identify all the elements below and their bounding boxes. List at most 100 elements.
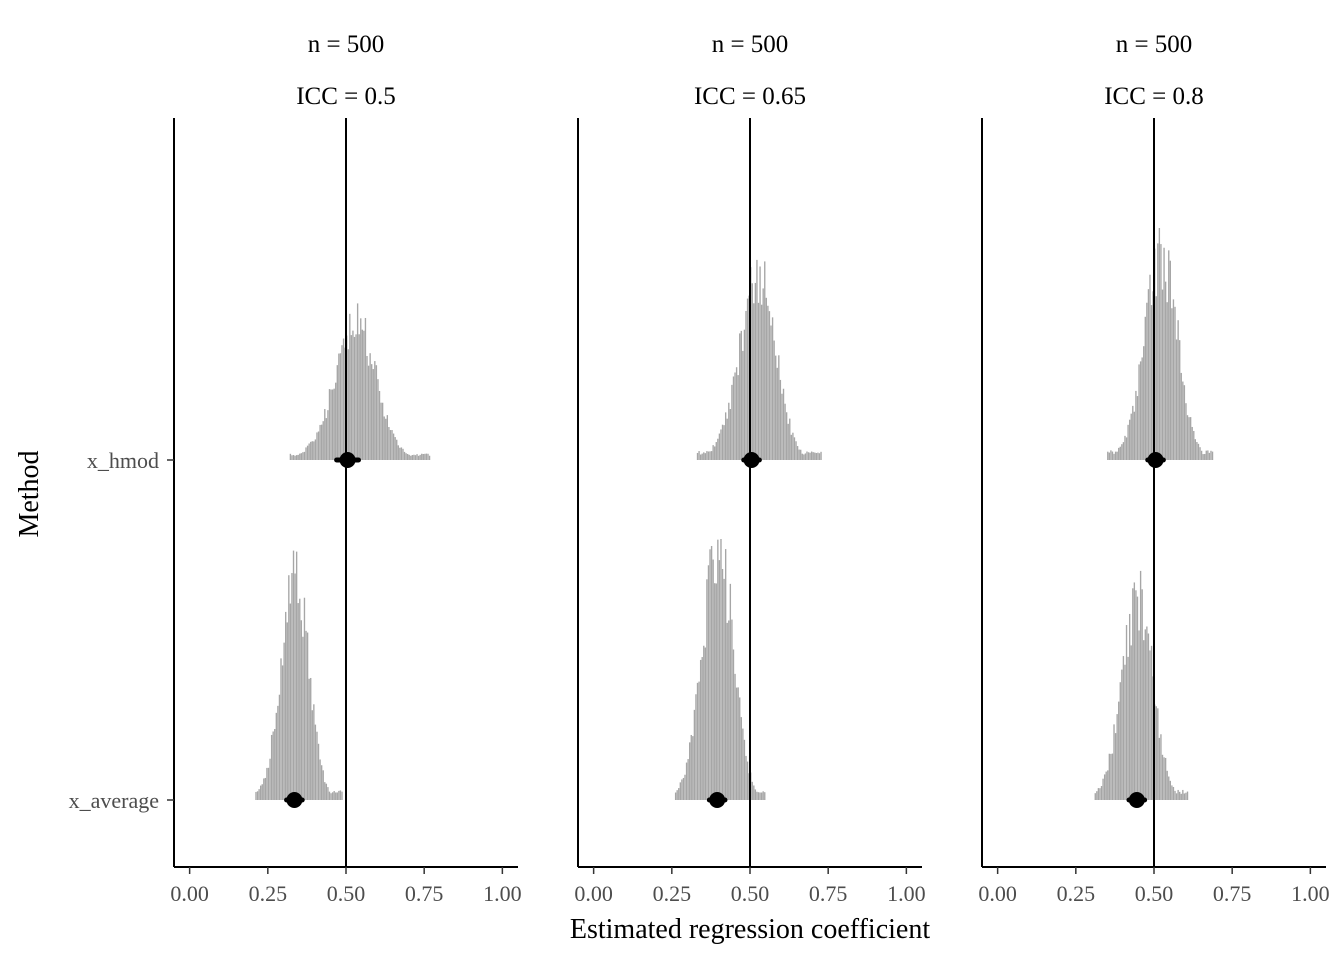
histogram-bar <box>385 418 387 460</box>
histogram-bar <box>281 665 284 800</box>
histogram-bar <box>424 453 426 460</box>
histogram-bar <box>710 451 713 460</box>
histogram-bar <box>389 430 392 460</box>
histogram-bar <box>320 765 323 800</box>
histogram-bar <box>275 712 277 800</box>
histogram-bar <box>286 622 288 800</box>
histogram-bar <box>1182 381 1184 460</box>
histogram-bar <box>396 439 398 460</box>
histogram-bar <box>696 682 699 800</box>
histogram-bar <box>732 376 735 460</box>
histogram-bar <box>1150 645 1153 800</box>
histogram-bar <box>723 425 725 460</box>
histogram-bar <box>1177 789 1179 800</box>
histogram-bar <box>1166 770 1168 800</box>
histogram-bar <box>792 432 794 460</box>
histogram-bar <box>1144 629 1146 800</box>
histogram-bar <box>756 791 758 800</box>
histogram-bar <box>414 455 417 460</box>
histogram-bar <box>1128 613 1131 800</box>
histogram-bar <box>687 759 689 800</box>
histogram-bar <box>1103 774 1106 800</box>
histogram-bar <box>781 393 783 460</box>
histogram-bar <box>258 789 260 800</box>
histogram-bar <box>358 334 360 460</box>
histogram-bar <box>317 431 320 460</box>
histogram-bar <box>678 788 680 800</box>
histogram-bar <box>1185 403 1187 460</box>
histogram-bar <box>1177 320 1179 460</box>
histogram-bar <box>723 578 725 800</box>
histogram-bar <box>283 642 285 800</box>
histogram-bar <box>717 438 719 460</box>
histogram-bar <box>335 382 337 460</box>
histogram-bar <box>336 792 338 800</box>
histogram-bar <box>773 340 775 460</box>
histogram-x_average <box>674 539 766 800</box>
histogram-bar <box>1163 757 1165 800</box>
histogram-bar <box>402 448 404 460</box>
histogram-bar <box>1197 443 1200 460</box>
histogram-bar <box>316 731 318 800</box>
histogram-bar <box>1136 396 1139 460</box>
histogram-bar <box>264 777 267 800</box>
histogram-bar <box>1125 625 1128 800</box>
histogram-bar <box>314 439 317 460</box>
histogram-bar <box>796 446 799 460</box>
histogram-bar <box>311 710 313 800</box>
histogram-bar <box>392 433 395 460</box>
histogram-bar <box>1163 247 1165 460</box>
histogram-bar <box>313 441 315 460</box>
histogram-bar <box>377 379 379 460</box>
histogram-bar <box>810 451 813 460</box>
histogram-bar <box>1207 450 1209 460</box>
histogram-bar <box>1130 413 1132 460</box>
histogram-bar <box>327 787 329 800</box>
histogram-bar <box>817 452 819 460</box>
histogram-bar <box>263 778 265 800</box>
histogram-bar <box>330 389 332 460</box>
histogram-bar <box>739 333 741 460</box>
histogram-bar <box>751 283 753 460</box>
histogram-bar <box>1141 357 1143 460</box>
histogram-bar <box>695 694 697 800</box>
panel-strip-label: n = 500 <box>712 31 789 58</box>
histogram-bar <box>411 455 414 460</box>
histogram-bar <box>1124 435 1126 460</box>
histogram-bar <box>314 724 317 800</box>
histogram-bar <box>698 451 700 460</box>
histogram-bar <box>692 736 694 800</box>
histogram-bar <box>1146 302 1148 460</box>
histogram-bar <box>367 365 370 460</box>
histogram-bar <box>1200 450 1203 460</box>
histogram-bar <box>703 645 705 800</box>
x-tick-label: 0.25 <box>653 881 692 906</box>
x-tick-label: 0.50 <box>327 881 366 906</box>
histogram-bar <box>803 454 805 460</box>
histogram-bar <box>757 302 760 460</box>
histogram-bar <box>1149 274 1151 460</box>
histogram-bar <box>1157 243 1159 460</box>
histogram-bar <box>338 353 340 460</box>
histogram-bar <box>1116 714 1118 800</box>
histogram-bar <box>1166 302 1168 460</box>
histogram-bar <box>1124 664 1126 800</box>
histogram-bar <box>352 330 354 460</box>
histogram-bar <box>734 372 736 460</box>
histogram-bar <box>341 345 343 460</box>
histogram-bar <box>1143 640 1145 800</box>
histogram-bar <box>413 454 415 460</box>
histogram-bar <box>291 455 293 460</box>
histogram-bar <box>754 789 757 800</box>
histogram-bar <box>305 630 307 800</box>
histogram-bar <box>1127 424 1129 460</box>
histogram-bar <box>342 338 345 460</box>
histogram-bar <box>269 758 271 800</box>
histogram-bar <box>317 743 320 800</box>
histogram-bar <box>292 550 295 800</box>
histogram-bar <box>1175 339 1178 460</box>
histogram-bar <box>818 453 821 460</box>
x-tick-label: 0.75 <box>405 881 444 906</box>
histogram-bar <box>689 742 691 800</box>
histogram-bar <box>297 603 299 800</box>
